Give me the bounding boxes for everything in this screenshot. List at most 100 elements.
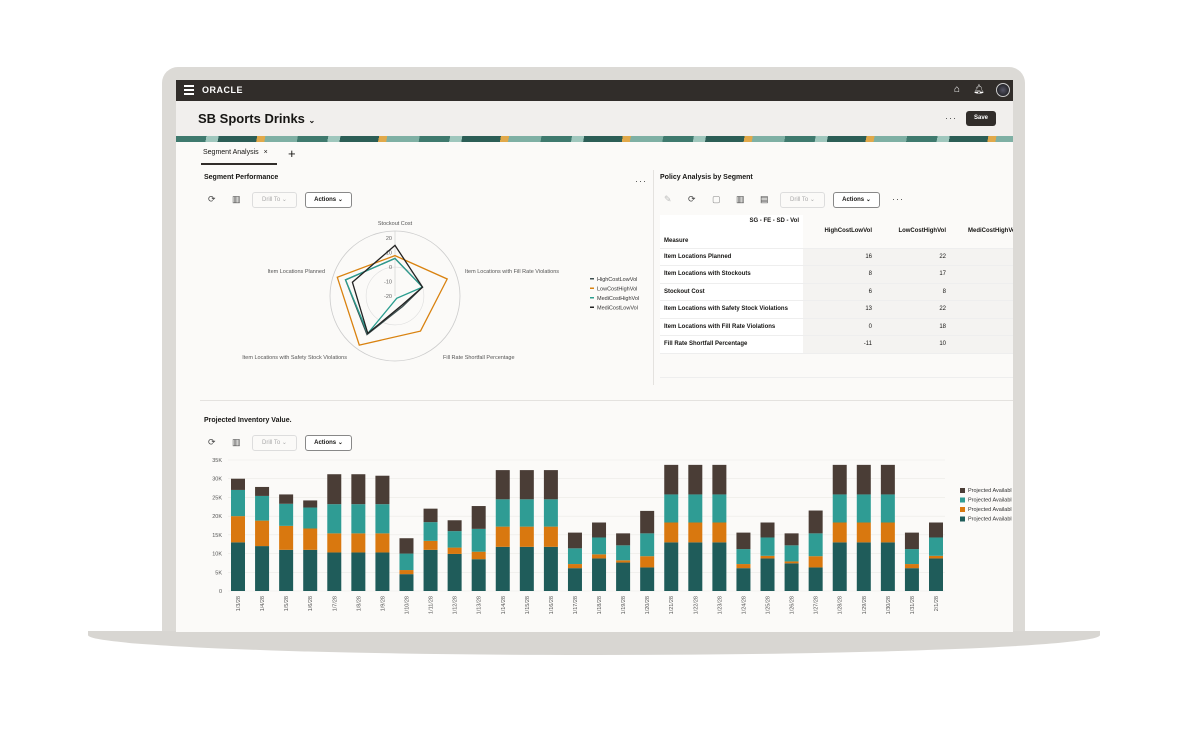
column-header[interactable]: LowCostHighVol <box>878 215 952 249</box>
value-cell[interactable]: 22 <box>878 248 952 266</box>
avatar[interactable] <box>996 83 1010 97</box>
laptop-base <box>88 631 1100 655</box>
value-cell[interactable] <box>952 283 1013 301</box>
x-tick-label: 1/25/28 <box>766 596 772 614</box>
bar-segment <box>543 526 558 547</box>
bar-segment <box>640 533 655 557</box>
legend-swatch <box>960 488 965 493</box>
menu-icon[interactable] <box>184 85 194 96</box>
bar-segment <box>856 522 871 543</box>
drill-to-dropdown[interactable]: Drill To ⌄ <box>252 192 297 208</box>
bar-segment <box>327 474 342 505</box>
bar-segment <box>592 558 607 591</box>
refresh-icon[interactable]: ⟳ <box>208 194 216 204</box>
x-tick-label: 1/3/28 <box>236 596 242 611</box>
bar-segment <box>616 545 631 561</box>
measure-cell: Item Locations with Fill Rate Violations <box>660 318 803 336</box>
x-tick-label: 1/28/28 <box>838 596 844 614</box>
refresh-icon[interactable]: ⟳ <box>688 194 696 204</box>
value-cell[interactable]: 1 <box>952 300 1013 319</box>
x-tick-label: 1/24/28 <box>741 596 747 614</box>
segment-performance-more-button[interactable]: ··· <box>635 176 647 186</box>
home-icon[interactable]: ⌂ <box>954 84 961 95</box>
value-cell[interactable]: 10 <box>878 335 952 354</box>
actions-dropdown[interactable]: Actions ⌄ <box>305 192 352 208</box>
policy-more-button[interactable]: ··· <box>892 194 904 204</box>
bar-segment <box>640 556 655 568</box>
table-row: Item Locations with Fill Rate Violations… <box>660 318 1013 336</box>
measure-cell: Stockout Cost <box>660 283 803 301</box>
add-tab-button[interactable]: + <box>288 146 296 161</box>
bar-segment <box>447 553 462 591</box>
bar-segment <box>471 559 486 591</box>
x-tick-label: 1/31/28 <box>910 596 916 614</box>
bar-segment <box>856 542 871 591</box>
bar-segment <box>471 551 486 560</box>
x-tick-label: 1/7/28 <box>332 596 338 611</box>
tab-segment-analysis[interactable]: Segment Analysis × <box>203 149 268 156</box>
bar-segment <box>592 522 607 538</box>
value-cell[interactable]: 0 <box>803 318 878 336</box>
table-row: Item Locations Planned16221 <box>660 248 1013 266</box>
value-cell[interactable]: 8 <box>878 283 952 301</box>
policy-analysis-title: Policy Analysis by Segment <box>660 174 753 181</box>
value-cell[interactable] <box>952 318 1013 336</box>
x-tick-label: 1/27/28 <box>814 596 820 614</box>
bar-segment <box>495 470 510 500</box>
y-tick-label: 35K <box>212 458 222 464</box>
bar-segment <box>279 525 294 550</box>
corner-header: SG - FE - SD - Vol <box>749 218 799 224</box>
drill-to-dropdown[interactable]: Drill To ⌄ <box>252 435 297 451</box>
x-tick-label: 1/8/28 <box>356 596 362 611</box>
value-cell[interactable]: 18 <box>878 318 952 336</box>
active-tab-indicator <box>201 163 277 165</box>
value-cell[interactable]: 6 <box>803 283 878 301</box>
bar-segment <box>664 464 679 495</box>
value-cell[interactable]: -11 <box>803 335 878 354</box>
column-header[interactable]: HighCostLowVol <box>803 215 878 249</box>
radar-axis-label: Item Locations Planned <box>268 269 325 275</box>
bar-segment <box>808 567 823 591</box>
projected-inventory-title: Projected Inventory Value. <box>204 417 292 424</box>
more-options-button[interactable]: ··· <box>945 113 957 123</box>
bar-segment <box>279 494 294 504</box>
page-title-text: SB Sports Drinks <box>198 111 305 126</box>
bar-segment <box>495 526 510 547</box>
bar-segment <box>351 533 366 553</box>
edit-icon[interactable]: ✎ <box>664 194 672 204</box>
policy-table: SG - FE - SD - Vol Measure HighCostLowVo… <box>660 215 1013 354</box>
x-tick-label: 1/13/28 <box>477 596 483 614</box>
note-icon[interactable]: ▢ <box>712 194 721 204</box>
measure-cell: Fill Rate Shortfall Percentage <box>660 335 803 354</box>
value-cell[interactable]: 8 <box>803 265 878 284</box>
value-cell[interactable]: 17 <box>878 265 952 284</box>
actions-dropdown[interactable]: Actions ⌄ <box>305 435 352 451</box>
actions-dropdown[interactable]: Actions ⌄ <box>833 192 880 208</box>
save-button[interactable]: Save <box>966 111 996 126</box>
bar-segment <box>567 548 582 565</box>
x-tick-label: 1/11/28 <box>429 596 435 614</box>
bar-segment <box>832 542 847 591</box>
page-title[interactable]: SB Sports Drinks ⌄ <box>198 111 315 126</box>
bar-segment <box>640 510 655 534</box>
close-icon[interactable]: × <box>263 149 268 156</box>
bar-segment <box>929 537 943 556</box>
value-cell[interactable]: 1 <box>952 248 1013 266</box>
book-icon[interactable]: ▥ <box>232 437 241 447</box>
bar-segment <box>375 475 390 505</box>
drill-to-dropdown[interactable]: Drill To ⌄ <box>780 192 825 208</box>
value-cell[interactable] <box>952 265 1013 284</box>
calculator-icon[interactable]: ▤ <box>760 194 769 204</box>
bar-segment <box>856 464 871 495</box>
value-cell[interactable]: -1 <box>952 335 1013 354</box>
refresh-icon[interactable]: ⟳ <box>208 437 216 447</box>
value-cell[interactable]: 16 <box>803 248 878 266</box>
book-icon[interactable]: ▥ <box>736 194 745 204</box>
value-cell[interactable]: 22 <box>878 300 952 319</box>
column-header[interactable]: MediCostHighVol <box>952 215 1013 249</box>
value-cell[interactable]: 13 <box>803 300 878 319</box>
book-icon[interactable]: ▥ <box>232 194 241 204</box>
x-tick-label: 1/4/28 <box>260 596 266 611</box>
bell-icon[interactable]: 🔔︎ <box>973 84 985 94</box>
bar-segment <box>231 516 245 543</box>
